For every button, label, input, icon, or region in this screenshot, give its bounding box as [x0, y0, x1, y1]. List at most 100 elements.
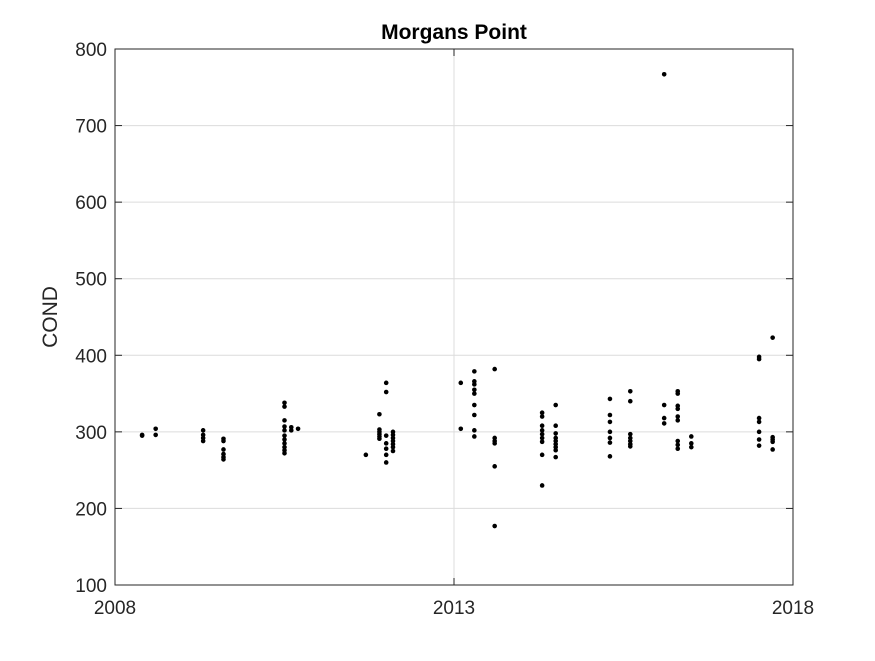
data-point [472, 412, 477, 418]
data-point [221, 438, 226, 444]
data-point [607, 440, 613, 445]
data-point [675, 406, 681, 412]
data-point [756, 429, 762, 435]
data-point [383, 389, 389, 395]
data-point [770, 439, 775, 445]
data-point [756, 356, 762, 362]
data-point [288, 428, 294, 433]
data-point [458, 426, 464, 432]
data-point [472, 387, 477, 393]
data-point [689, 444, 694, 450]
data-point [383, 441, 389, 446]
data-point [221, 447, 226, 452]
y-axis-label: COND [39, 286, 62, 348]
data-point [661, 402, 667, 408]
data-point [770, 447, 775, 452]
data-point [472, 402, 477, 408]
data-point [282, 441, 287, 446]
data-point [539, 423, 545, 429]
y-tick-label: 100 [75, 576, 107, 597]
data-point [607, 454, 613, 459]
data-point [472, 369, 477, 374]
y-tick-label: 500 [75, 270, 107, 291]
data-point [539, 414, 545, 419]
data-point [689, 441, 694, 446]
data-point [221, 457, 226, 462]
data-point [383, 446, 389, 452]
data-point [458, 380, 464, 386]
data-point [139, 433, 145, 438]
y-tick-label: 200 [75, 499, 107, 520]
grid [114, 48, 794, 586]
data-point [675, 446, 681, 452]
data-point [661, 71, 667, 77]
data-point [539, 452, 545, 458]
data-point [607, 396, 613, 402]
data-point [539, 431, 545, 437]
data-point [383, 433, 389, 438]
y-tick-label: 300 [75, 423, 107, 444]
data-point [492, 366, 497, 372]
data-point [607, 419, 613, 425]
x-tick-label: 2013 [433, 598, 475, 619]
data-point [675, 442, 681, 448]
data-point [627, 398, 633, 404]
data-point [607, 429, 613, 435]
data-point [661, 415, 667, 421]
chart-title: Morgans Point [381, 21, 527, 44]
data-point [472, 382, 477, 387]
data-point [390, 444, 396, 450]
data-point [153, 432, 158, 438]
data-point [377, 411, 382, 417]
data-point [756, 443, 762, 448]
data-point [492, 441, 497, 446]
data-point [472, 391, 477, 396]
data-point [675, 438, 681, 444]
y-tick-label: 800 [75, 40, 107, 61]
data-point [282, 400, 287, 406]
data-point [282, 404, 287, 409]
data-point [539, 483, 545, 488]
data-point [383, 460, 389, 465]
data-points [139, 71, 775, 529]
data-point [492, 464, 497, 469]
data-point [390, 448, 396, 454]
data-point [282, 433, 287, 438]
y-tick-label: 700 [75, 117, 107, 138]
data-point [472, 428, 477, 433]
data-point [539, 435, 545, 441]
data-point [553, 431, 558, 436]
data-point [553, 423, 558, 429]
data-point [756, 437, 762, 442]
data-point [200, 438, 206, 444]
data-point [282, 428, 287, 433]
data-point [539, 428, 545, 433]
data-point [282, 450, 287, 456]
data-point [689, 434, 694, 439]
data-point [675, 414, 681, 419]
data-point [492, 523, 497, 529]
x-tick-label: 2018 [772, 598, 814, 619]
data-point [675, 418, 681, 423]
data-point [756, 415, 762, 421]
data-point [607, 435, 613, 441]
data-point [553, 402, 558, 408]
data-point [153, 426, 158, 432]
data-point [282, 437, 287, 442]
data-point [627, 388, 633, 394]
data-point [553, 454, 558, 460]
data-point [295, 426, 301, 432]
data-point [363, 452, 369, 458]
data-point [539, 410, 545, 416]
y-tick-label: 400 [75, 346, 107, 367]
data-point [282, 424, 287, 429]
data-point [627, 431, 633, 437]
data-point [756, 419, 762, 425]
data-point [377, 436, 382, 442]
x-tick-label: 2008 [94, 598, 136, 619]
data-point [383, 452, 389, 458]
data-point [627, 444, 633, 449]
data-point [383, 380, 389, 386]
